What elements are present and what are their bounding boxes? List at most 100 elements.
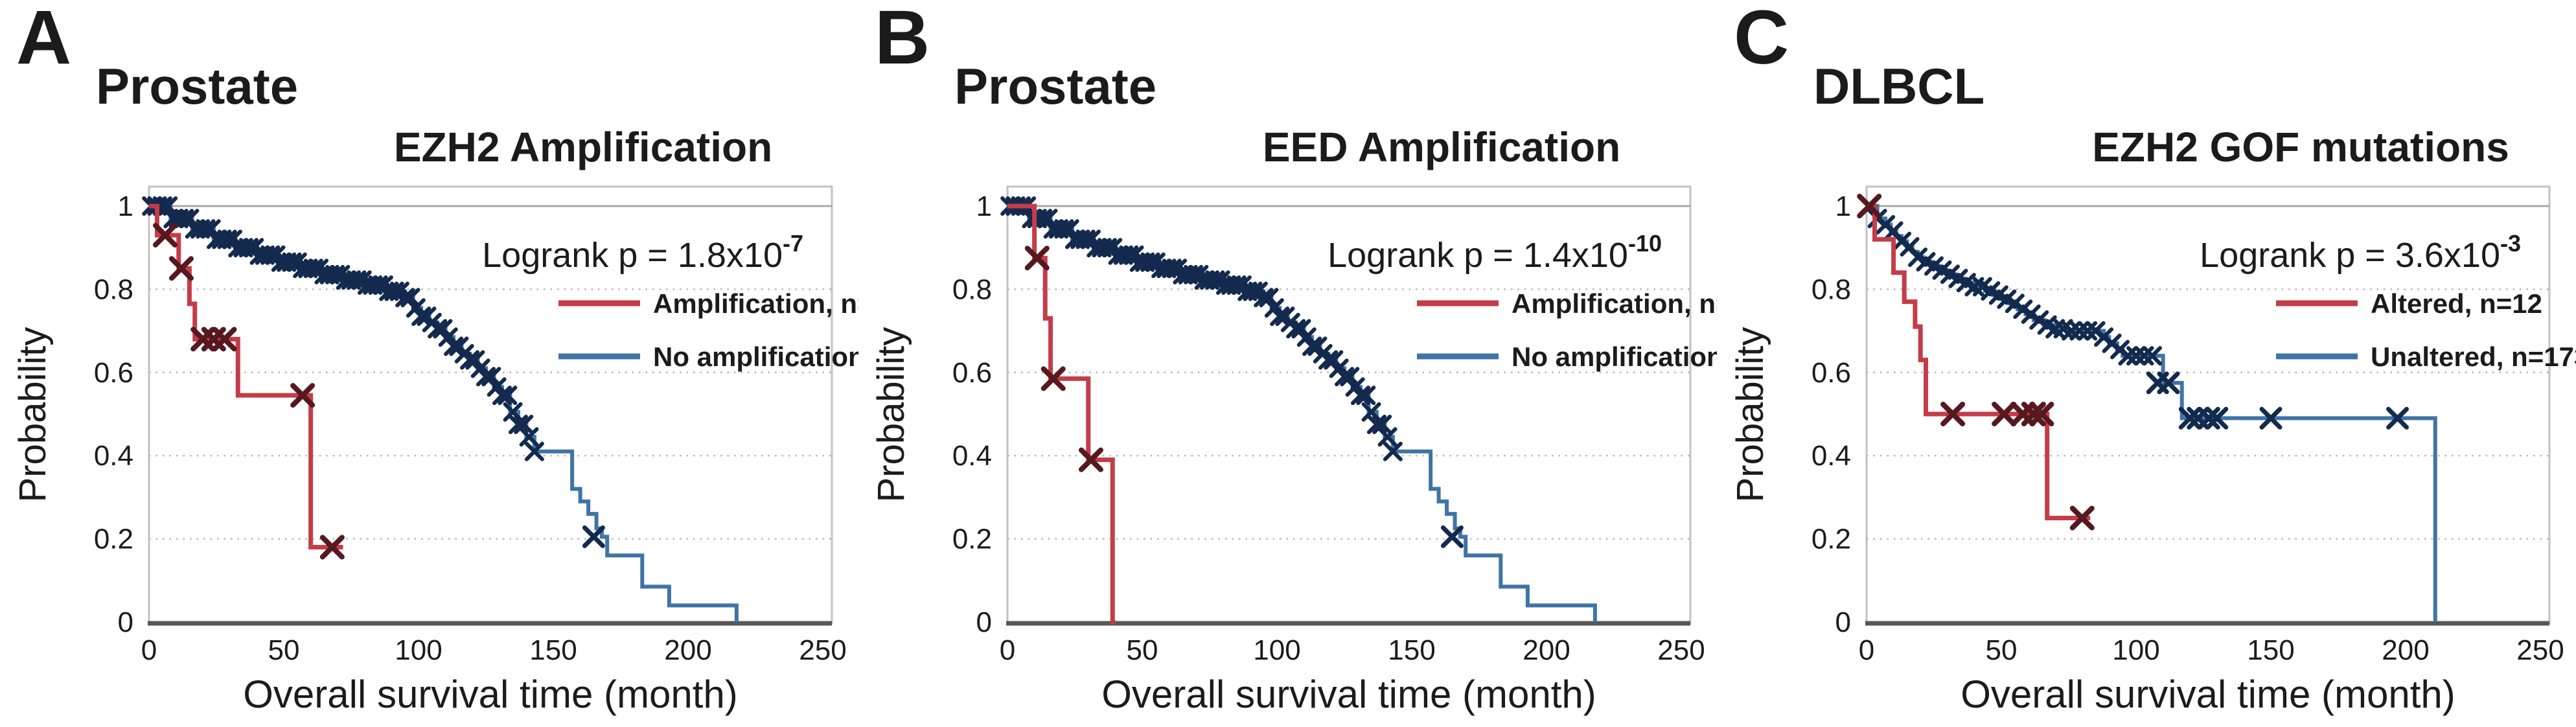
censor-mark xyxy=(1205,270,1225,290)
censor-mark xyxy=(2259,406,2283,430)
panel-letter: C xyxy=(1734,0,1789,80)
cohort-label: Prostate xyxy=(96,58,299,115)
survival-plot-a: 0 0.2 0.4 0.6 0.8 1 0 50 100 150 200 250 Probabilit… xyxy=(12,185,858,716)
y-tick-label: 1 xyxy=(118,190,133,222)
censor-marks-red xyxy=(1024,246,1103,472)
x-tick-label: 250 xyxy=(1657,634,1705,666)
chart-title: EED Amplification xyxy=(1262,124,1621,170)
censor-mark xyxy=(1302,336,1322,356)
censor-mark xyxy=(465,350,485,370)
x-tick-label: 100 xyxy=(1253,634,1300,666)
legend: Amplification, n=8 No amplification, n=9… xyxy=(1417,288,1717,372)
censor-mark xyxy=(1440,525,1464,548)
censor-mark xyxy=(260,245,281,265)
censor-mark xyxy=(1184,264,1204,284)
x-tick-label: 50 xyxy=(1986,634,2018,666)
x-tick-label: 0 xyxy=(1000,634,1015,666)
y-tick-label: 0.4 xyxy=(952,440,992,472)
y-tick-label: 0.4 xyxy=(1811,440,1851,472)
censor-mark xyxy=(519,427,539,447)
logrank-p-base: Logrank p = 1.8x10 xyxy=(482,236,783,275)
x-tick-label: 50 xyxy=(1127,634,1158,666)
censor-mark xyxy=(2386,406,2409,430)
legend-label-blue: Unaltered, n=173 xyxy=(2371,341,2576,372)
x-axis-label: Overall survival time (month) xyxy=(243,673,738,716)
legend: Altered, n=12 Unaltered, n=173 xyxy=(2276,288,2576,372)
survival-curve-red xyxy=(1867,203,2091,520)
censor-mark xyxy=(2021,402,2046,426)
x-tick-label: 150 xyxy=(1388,634,1435,666)
censor-mark xyxy=(384,281,404,301)
legend-label-red: Altered, n=12 xyxy=(2371,288,2542,319)
y-tick-label: 0.8 xyxy=(1811,273,1851,305)
panel-a: A Prostate EZH2 Amplification 0 0.2 0.4 0.6… xyxy=(0,0,858,727)
censor-mark xyxy=(1350,386,1370,406)
censor-mark xyxy=(492,386,512,406)
censor-mark xyxy=(2029,402,2054,426)
censor-mark xyxy=(1291,319,1311,339)
censor-mark xyxy=(1119,245,1139,265)
plot-body: 0 0.2 0.4 0.6 0.8 1 0 50 100 150 200 250 xyxy=(952,185,1705,666)
legend-label-red: Amplification, n=14 xyxy=(653,288,858,319)
censor-mark xyxy=(1324,350,1344,370)
censor-mark xyxy=(2069,505,2095,531)
censor-mark xyxy=(514,415,534,435)
censor-mark xyxy=(1377,427,1397,447)
survival-curve-red xyxy=(149,203,343,549)
y-tick-label: 0 xyxy=(118,606,133,638)
x-tick-label: 250 xyxy=(799,634,846,666)
censor-mark xyxy=(2197,406,2220,430)
x-tick-label: 100 xyxy=(2112,634,2159,666)
y-tick-label: 0 xyxy=(976,606,992,638)
censor-mark xyxy=(444,336,464,356)
survival-curve-red xyxy=(1007,203,1116,625)
censor-mark xyxy=(282,252,302,272)
censor-mark xyxy=(290,383,316,408)
censor-mark xyxy=(1226,275,1247,295)
censor-mark xyxy=(2142,346,2162,366)
legend-label-blue: No amplification, n=950 xyxy=(653,341,858,372)
y-tick-label: 1 xyxy=(1835,190,1851,222)
censor-mark xyxy=(368,275,388,295)
y-tick-label: 0.2 xyxy=(952,524,992,555)
cohort-label: DLBCL xyxy=(1813,58,1985,115)
censor-mark xyxy=(2205,406,2229,430)
panel-b: B Prostate EED Amplification 0 0.2 0.4 0.6 0… xyxy=(858,0,1717,727)
censor-mark xyxy=(1857,194,1882,218)
x-tick-label: 250 xyxy=(2516,634,2564,666)
censor-mark xyxy=(481,367,501,387)
y-tick-label: 0 xyxy=(1835,606,1851,638)
censor-mark xyxy=(1372,415,1392,435)
y-tick-label: 0.4 xyxy=(94,440,133,472)
censor-mark xyxy=(411,306,431,327)
y-axis-label: Probability xyxy=(12,327,54,503)
censor-mark xyxy=(582,525,605,548)
censor-mark xyxy=(303,259,323,279)
logrank-p-value: Logrank p = 1.8x10-7 xyxy=(482,230,803,275)
censor-mark xyxy=(1356,386,1376,406)
censor-marks-blue xyxy=(1859,196,2409,430)
censor-mark xyxy=(1940,402,1966,426)
censor-mark xyxy=(433,319,453,339)
y-tick-label: 0.8 xyxy=(952,273,992,305)
survival-plot-b: 0 0.2 0.4 0.6 0.8 1 0 50 100 150 200 250 Probabilit… xyxy=(870,185,1717,716)
x-tick-label: 0 xyxy=(141,634,157,666)
legend: Amplification, n=14 No amplification, n=… xyxy=(558,288,858,372)
x-tick-label: 0 xyxy=(1859,634,1874,666)
chart-title: EZH2 Amplification xyxy=(393,124,773,170)
plot-body: 0 0.2 0.4 0.6 0.8 1 0 50 100 150 200 250 xyxy=(1811,185,2564,666)
censor-mark xyxy=(1243,281,1263,301)
censor-mark xyxy=(152,222,178,248)
x-tick-label: 150 xyxy=(2247,634,2294,666)
censor-mark xyxy=(1992,402,2017,426)
censor-marks-red xyxy=(152,222,345,560)
logrank-p-exponent: -7 xyxy=(783,230,803,257)
chart-title: EZH2 GOF mutations xyxy=(2092,124,2509,170)
y-tick-label: 0.2 xyxy=(1811,524,1851,555)
x-axis-label: Overall survival time (month) xyxy=(1961,673,2455,716)
censor-mark xyxy=(238,238,259,258)
censor-mark xyxy=(400,288,420,308)
censor-mark xyxy=(168,256,194,281)
y-tick-label: 0.6 xyxy=(952,357,992,389)
